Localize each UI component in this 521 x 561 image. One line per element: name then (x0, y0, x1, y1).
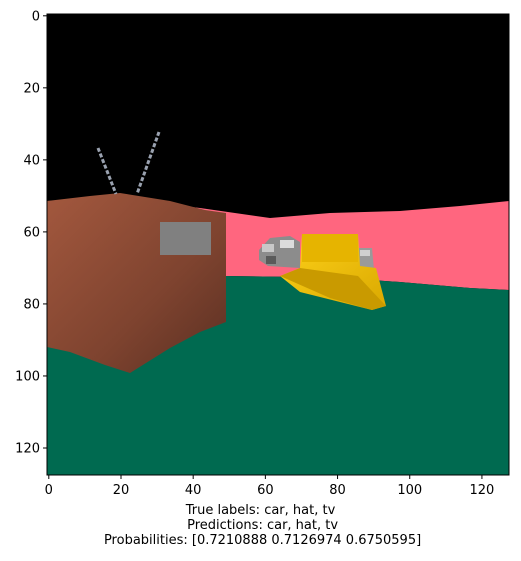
probabilities-text: Probabilities: [0.7210888 0.7126974 0.67… (99, 533, 422, 548)
tv-screen (160, 222, 211, 255)
x-tick-label: 100 (397, 483, 422, 498)
caption-block: True labels: car, hat, tv Predictions: c… (0, 503, 521, 548)
y-tick-label: 40 (23, 153, 40, 168)
x-tick-label: 120 (470, 483, 495, 498)
x-tick-label: 60 (257, 483, 274, 498)
x-tick-label: 40 (185, 483, 202, 498)
y-tick-label: 80 (23, 297, 40, 312)
y-axis: 0 20 40 60 80 100 120 (15, 9, 47, 456)
rendered-scene-image (47, 14, 509, 475)
y-tick-label: 60 (23, 225, 40, 240)
y-tick-label: 100 (15, 369, 40, 384)
y-tick-label: 20 (23, 81, 40, 96)
x-axis: 0 20 40 60 80 100 120 (45, 475, 495, 498)
predictions-text: Predictions: car, hat, tv (182, 518, 339, 533)
plot-frame (46, 13, 510, 476)
y-tick-label: 120 (15, 441, 40, 456)
tv-antenna-left (96, 147, 118, 195)
hat-object (280, 234, 386, 310)
x-tick-label: 20 (113, 483, 130, 498)
true-labels-text: True labels: car, hat, tv (185, 503, 336, 518)
tv-antenna-right (135, 131, 161, 195)
x-tick-label: 80 (329, 483, 346, 498)
x-tick-label: 0 (45, 483, 53, 498)
y-tick-label: 0 (32, 9, 40, 24)
